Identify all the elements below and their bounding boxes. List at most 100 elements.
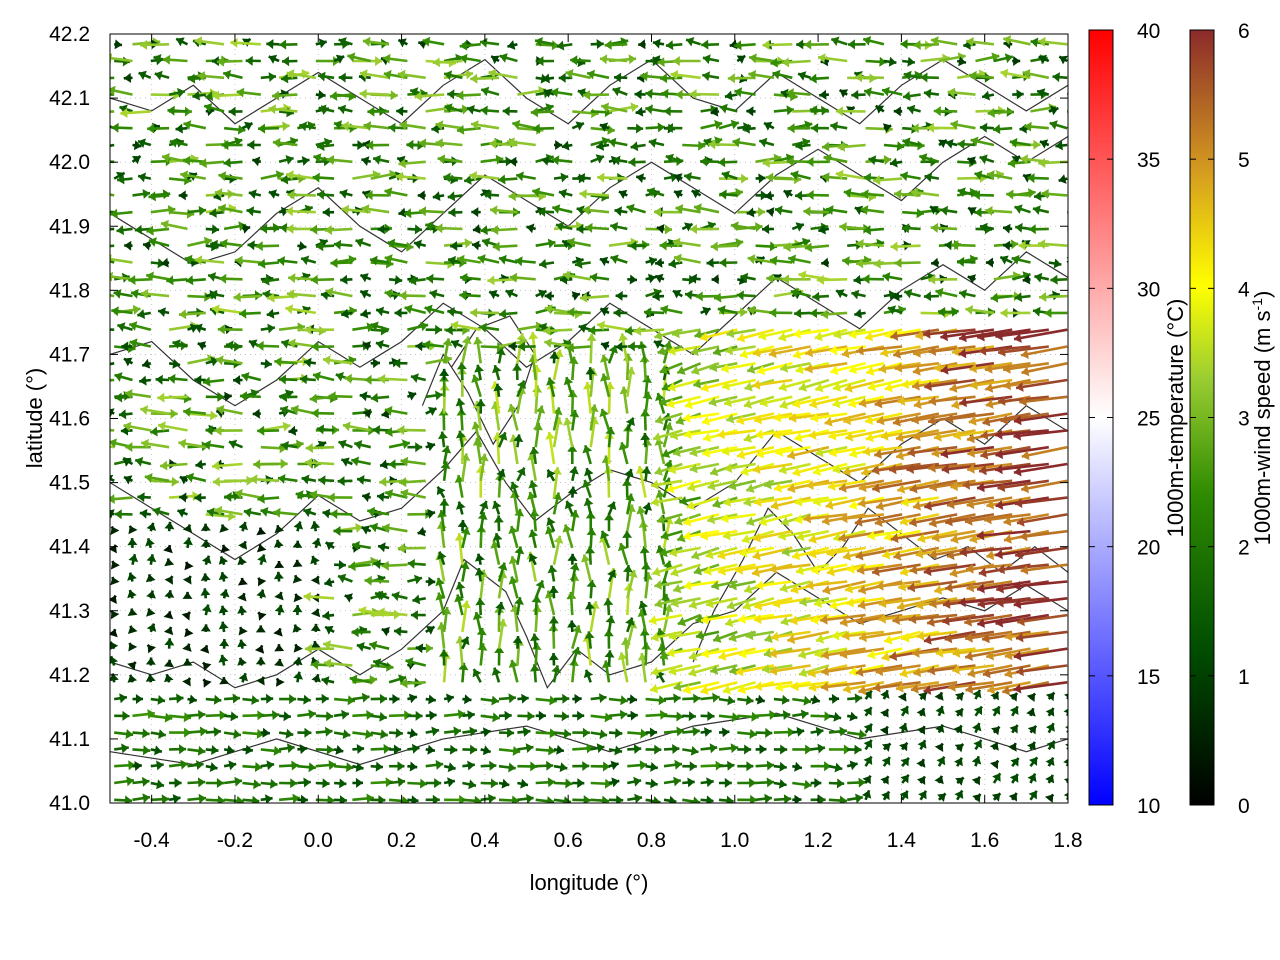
wind-arrow bbox=[627, 694, 638, 705]
wind-arrow bbox=[808, 546, 848, 559]
wind-arrow bbox=[828, 693, 840, 704]
wind-arrow bbox=[110, 576, 120, 586]
wind-arrow bbox=[1013, 429, 1068, 441]
wind-arrow bbox=[114, 743, 129, 754]
wind-arrow bbox=[535, 760, 554, 771]
wind-arrow bbox=[542, 73, 555, 84]
wind-arrow bbox=[478, 453, 489, 481]
wind-arrow bbox=[150, 426, 170, 437]
wind-arrow bbox=[933, 106, 958, 117]
wind-arrow bbox=[475, 597, 486, 616]
wind-arrow bbox=[583, 497, 594, 515]
wind-arrow bbox=[976, 529, 1031, 541]
wind-arrow bbox=[822, 172, 848, 183]
wind-arrow bbox=[305, 443, 335, 453]
wind-arrow bbox=[182, 575, 192, 585]
wind-arrow bbox=[722, 681, 756, 695]
wind-arrow bbox=[132, 793, 151, 803]
wind-arrow bbox=[773, 710, 791, 720]
wind-arrow bbox=[347, 52, 371, 63]
wind-arrow bbox=[183, 120, 207, 130]
wind-arrow bbox=[407, 728, 418, 739]
wind-arrow bbox=[1065, 725, 1068, 734]
wind-arrow bbox=[187, 709, 206, 720]
wind-arrow bbox=[653, 340, 665, 349]
wind-arrow bbox=[388, 674, 407, 684]
wind-arrow bbox=[175, 37, 189, 47]
wind-arrow bbox=[114, 693, 128, 704]
wind-arrow bbox=[110, 628, 118, 638]
wind-arrow bbox=[863, 739, 873, 751]
wind-arrow bbox=[880, 708, 890, 718]
wind-arrow bbox=[375, 339, 390, 350]
wind-arrow bbox=[1011, 254, 1031, 265]
wind-arrow bbox=[910, 681, 958, 694]
wind-arrow bbox=[1020, 479, 1068, 494]
wind-arrow bbox=[808, 681, 848, 693]
wind-arrow bbox=[579, 189, 610, 199]
wind-arrow bbox=[311, 608, 321, 618]
wind-arrow bbox=[804, 39, 829, 50]
wind-arrow bbox=[544, 338, 573, 348]
wind-arrow bbox=[863, 172, 884, 183]
wind-arrow bbox=[625, 617, 635, 633]
wind-arrow bbox=[114, 776, 135, 787]
y-tick-label: 42.2 bbox=[49, 23, 90, 46]
wind-arrow bbox=[497, 431, 508, 448]
wind-arrow bbox=[477, 511, 488, 532]
wind-arrow bbox=[530, 633, 540, 649]
wind-arrow bbox=[389, 744, 402, 755]
wind-arrow bbox=[548, 585, 559, 599]
y-axis-label: latitude (°) bbox=[22, 368, 47, 469]
wind-arrow bbox=[471, 240, 481, 251]
wind-arrow bbox=[662, 560, 673, 582]
wind-arrow bbox=[211, 460, 243, 471]
wind-arrow bbox=[127, 572, 137, 582]
wind-arrow bbox=[228, 439, 243, 449]
wind-arrow bbox=[393, 358, 408, 369]
wind-arrow bbox=[710, 106, 720, 117]
wind-arrow bbox=[846, 711, 858, 722]
wind-arrow bbox=[488, 290, 500, 300]
wind-arrow bbox=[648, 138, 665, 148]
wind-arrow bbox=[145, 271, 170, 282]
wind-arrow bbox=[492, 241, 518, 252]
wind-arrow bbox=[333, 729, 351, 740]
wind-arrow bbox=[798, 378, 830, 392]
wind-arrow bbox=[773, 779, 787, 789]
wind-arrow bbox=[363, 408, 371, 419]
x-tick-label: -0.4 bbox=[134, 829, 171, 852]
wind-arrow bbox=[473, 336, 483, 364]
wind-arrow bbox=[679, 496, 701, 506]
wind-arrow bbox=[1012, 89, 1024, 100]
wind-arrow bbox=[334, 795, 347, 803]
wind-arrow bbox=[689, 89, 720, 100]
wind-arrow bbox=[915, 597, 958, 610]
wind-arrow bbox=[994, 429, 1049, 440]
wind-arrow bbox=[315, 38, 328, 49]
wind-arrow bbox=[773, 105, 795, 116]
wind-arrow bbox=[508, 341, 518, 352]
wind-arrow bbox=[140, 438, 170, 449]
wind-arrow bbox=[312, 371, 335, 382]
wind-arrow bbox=[851, 89, 866, 100]
wind-arrow bbox=[132, 728, 150, 739]
wind-arrow bbox=[237, 592, 247, 602]
wind-arrow bbox=[549, 351, 560, 364]
wind-arrow bbox=[639, 545, 650, 565]
wind-arrow bbox=[490, 225, 518, 235]
wind-arrow bbox=[160, 460, 188, 471]
wind-arrow bbox=[333, 709, 350, 720]
wind-arrow bbox=[370, 392, 390, 403]
wind-arrow bbox=[150, 712, 173, 723]
wind-arrow bbox=[1009, 724, 1019, 734]
wind-arrow bbox=[897, 395, 940, 406]
wind-arrow bbox=[663, 711, 684, 722]
wind-arrow bbox=[936, 756, 946, 767]
wind-arrow bbox=[681, 222, 694, 232]
wind-arrow bbox=[604, 39, 628, 50]
wind-arrow bbox=[1013, 462, 1068, 477]
wind-arrow bbox=[645, 727, 658, 738]
wind-arrow bbox=[792, 695, 812, 706]
